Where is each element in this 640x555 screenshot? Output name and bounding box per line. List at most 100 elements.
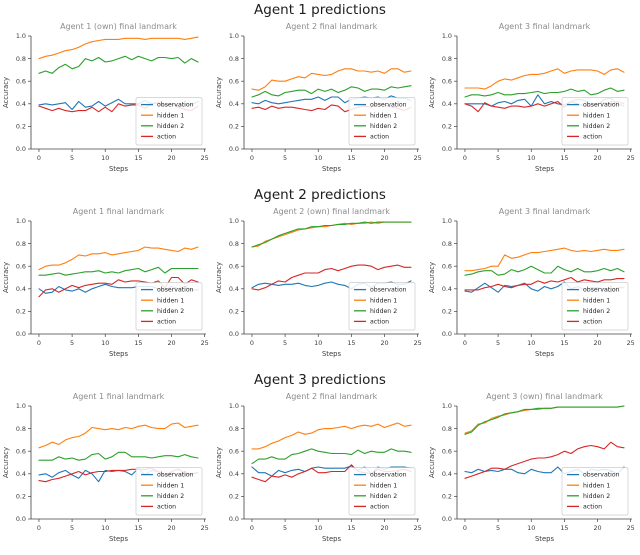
x-tick-label: 20 [380,524,388,532]
chart-agent1pred-agent2-final-landmark: Agent 2 final landmark 0 5 10 15 20 25 Steps 0.0… [213,19,426,183]
chart-agent3pred-agent3-own-final-landmark: Agent 3 (own) final landmark 0 5 10 15 20 25 St… [426,389,639,553]
legend: observation hidden 1 hidden 2 action [561,282,629,331]
figure-row-agent2-predictions: Agent 2 predictions Agent 1 final landma… [0,185,640,370]
y-tick-label: 0.6 [229,447,239,455]
y-tick-label: 1.0 [442,32,452,40]
x-tick-label: 5 [283,524,287,532]
subplot-title: Agent 3 final landmark [499,207,591,216]
y-tick-label: 0.4 [229,285,239,293]
y-tick-label: 1.0 [16,217,26,225]
legend: observation hidden 1 hidden 2 action [135,467,203,516]
y-tick-label: 0.0 [16,145,26,153]
y-tick-label: 0.8 [229,240,239,248]
series-line-hidden-1 [38,246,199,271]
y-tick-label: 0.0 [442,330,452,338]
legend-label: observation [583,287,620,294]
x-tick-label: 0 [463,154,467,162]
legend-label: hidden 2 [583,308,610,315]
y-axis-label: Accuracy [428,77,436,108]
subplot-title: Agent 1 (own) final landmark [60,22,177,31]
y-tick-label: 1.0 [442,217,452,225]
x-tick-label: 25 [414,339,422,347]
series-line-hidden-1 [38,36,199,60]
series-line-hidden-2 [251,221,412,248]
x-tick-label: 5 [70,524,74,532]
series-line-hidden-2 [464,87,625,98]
x-tick-label: 5 [70,154,74,162]
y-tick-label: 0.4 [442,100,452,108]
legend-label: hidden 1 [157,112,184,119]
x-tick-label: 10 [314,154,322,162]
series-line-hidden-1 [38,422,199,449]
x-tick-label: 10 [101,524,109,532]
legend: observation hidden 1 hidden 2 action [348,282,416,331]
x-axis: 0 5 10 15 20 25 Steps [31,333,209,358]
x-tick-label: 5 [496,339,500,347]
y-tick-label: 0.8 [442,240,452,248]
legend-label: hidden 2 [583,123,610,130]
y-tick-label: 0.8 [16,425,26,433]
figure-row-agent1-predictions: Agent 1 predictions Agent 1 (own) final … [0,0,640,185]
figure-suptitle: Agent 3 predictions [254,372,386,388]
charts-row: Agent 1 final landmark 0 5 10 15 20 25 Steps 0.0… [0,389,640,555]
legend-label: observation [583,472,620,479]
legend: observation hidden 1 hidden 2 action [348,97,416,146]
series-line-hidden-2 [38,266,199,276]
y-tick-label: 0.0 [229,145,239,153]
legend-label: hidden 1 [583,112,610,119]
x-tick-label: 10 [314,524,322,532]
y-tick-label: 0.0 [442,145,452,153]
legend-label: hidden 2 [157,493,184,500]
y-tick-label: 0.2 [16,123,26,131]
y-axis: 0.0 0.2 0.4 0.6 0.8 1.0 Accuracy [215,217,245,338]
series-line-hidden-2 [464,265,625,276]
y-tick-label: 0.6 [442,77,452,85]
subplot-title: Agent 1 final landmark [73,207,165,216]
series-line-hidden-2 [464,405,625,435]
x-axis-label: Steps [535,165,554,173]
legend-label: hidden 1 [370,482,397,489]
chart-agent3pred-agent1-final-landmark: Agent 1 final landmark 0 5 10 15 20 25 Steps 0.0… [0,389,213,553]
x-tick-label: 15 [560,339,568,347]
series-line-hidden-1 [464,68,625,90]
x-tick-label: 15 [347,339,355,347]
chart-agent1pred-agent3-final-landmark: Agent 3 final landmark 0 5 10 15 20 25 Steps 0.0… [426,19,639,183]
x-tick-label: 15 [134,339,142,347]
x-tick-label: 15 [347,154,355,162]
y-tick-label: 0.6 [16,262,26,270]
line-chart: Agent 2 final landmark 0 5 10 15 20 25 Steps 0.0… [215,392,422,543]
x-tick-label: 0 [250,154,254,162]
x-tick-label: 10 [527,524,535,532]
legend-label: hidden 1 [583,482,610,489]
x-axis-label: Steps [109,165,128,173]
x-tick-label: 25 [627,339,635,347]
charts-row: Agent 1 (own) final landmark 0 5 10 15 20 25 St… [0,19,640,185]
x-tick-label: 5 [496,524,500,532]
line-chart: Agent 3 (own) final landmark 0 5 10 15 20 25 St… [428,392,635,543]
y-axis-label: Accuracy [2,77,10,108]
legend: observation hidden 1 hidden 2 action [348,467,416,516]
y-tick-label: 1.0 [229,217,239,225]
y-axis-label: Accuracy [428,447,436,478]
x-axis: 0 5 10 15 20 25 Steps [457,518,635,543]
subplot-title: Agent 2 (own) final landmark [273,207,390,216]
y-tick-label: 0.4 [16,285,26,293]
x-tick-label: 10 [527,154,535,162]
x-tick-label: 0 [37,154,41,162]
y-tick-label: 1.0 [229,402,239,410]
legend: observation hidden 1 hidden 2 action [561,97,629,146]
y-tick-label: 0.6 [229,262,239,270]
x-tick-label: 20 [167,524,175,532]
x-tick-label: 25 [201,339,209,347]
x-tick-label: 10 [101,339,109,347]
series-line-hidden-2 [251,448,412,465]
x-tick-label: 20 [593,524,601,532]
legend-label: action [157,319,176,326]
series-line-hidden-1 [251,68,412,91]
y-tick-label: 1.0 [16,402,26,410]
y-tick-label: 0.2 [229,123,239,131]
figure-row-agent3-predictions: Agent 3 predictions Agent 1 final landma… [0,370,640,555]
subplot-title: Agent 3 (own) final landmark [486,392,603,401]
y-tick-label: 0.2 [16,308,26,316]
